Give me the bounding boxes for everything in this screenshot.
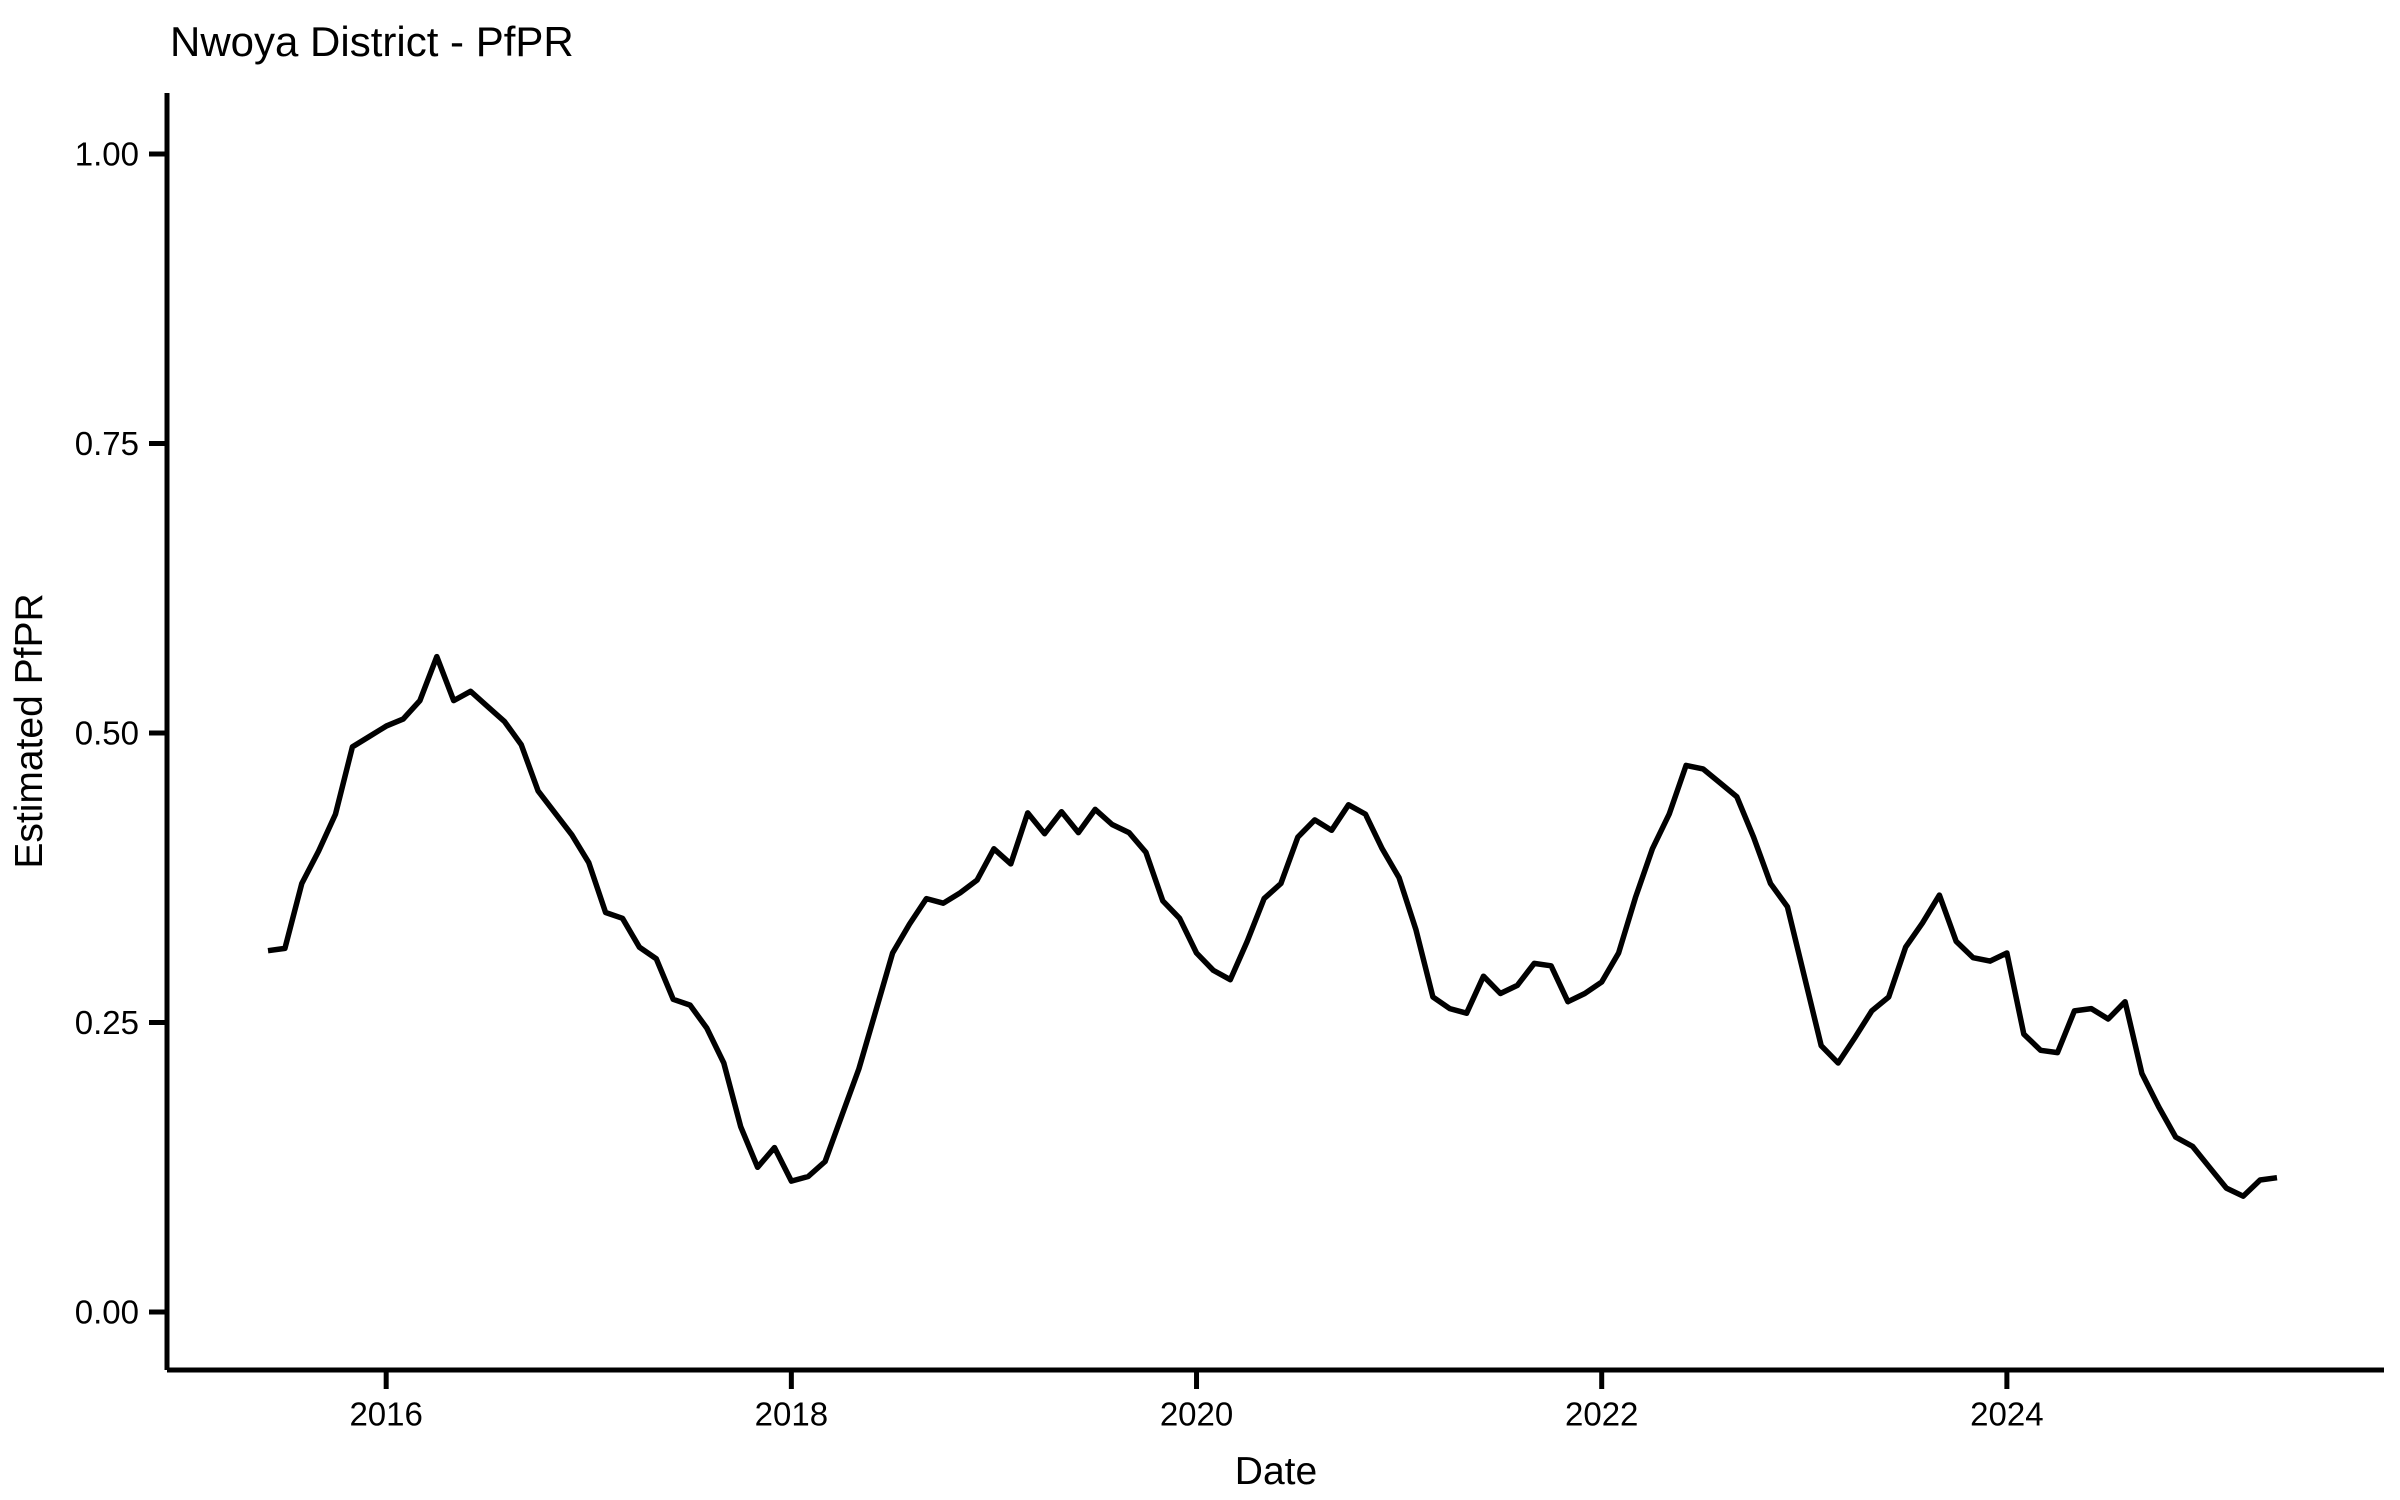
- chart-title: Nwoya District - PfPR: [170, 18, 574, 65]
- x-tick-label: 2018: [755, 1396, 828, 1433]
- axes: 0.00 0.25 0.50 0.75 1.00 2016 2018 2020 2022 2024: [75, 93, 2384, 1433]
- y-tick-label: 1.00: [75, 136, 139, 173]
- x-tick-label: 2024: [1970, 1396, 2043, 1433]
- y-axis-title: Estimated PfPR: [8, 593, 51, 868]
- x-axis-title: Date: [1235, 1450, 1317, 1493]
- y-tick-label: 0.50: [75, 715, 139, 752]
- x-tick-label: 2016: [349, 1396, 422, 1433]
- y-tick-label: 0.00: [75, 1294, 139, 1331]
- y-tick-label: 0.25: [75, 1004, 139, 1041]
- data-series: [267, 653, 2278, 1199]
- x-tick-label: 2020: [1160, 1396, 1233, 1433]
- pfpr-line: [267, 653, 2278, 1199]
- y-tick-label: 0.75: [75, 425, 139, 462]
- x-tick-label: 2022: [1565, 1396, 1638, 1433]
